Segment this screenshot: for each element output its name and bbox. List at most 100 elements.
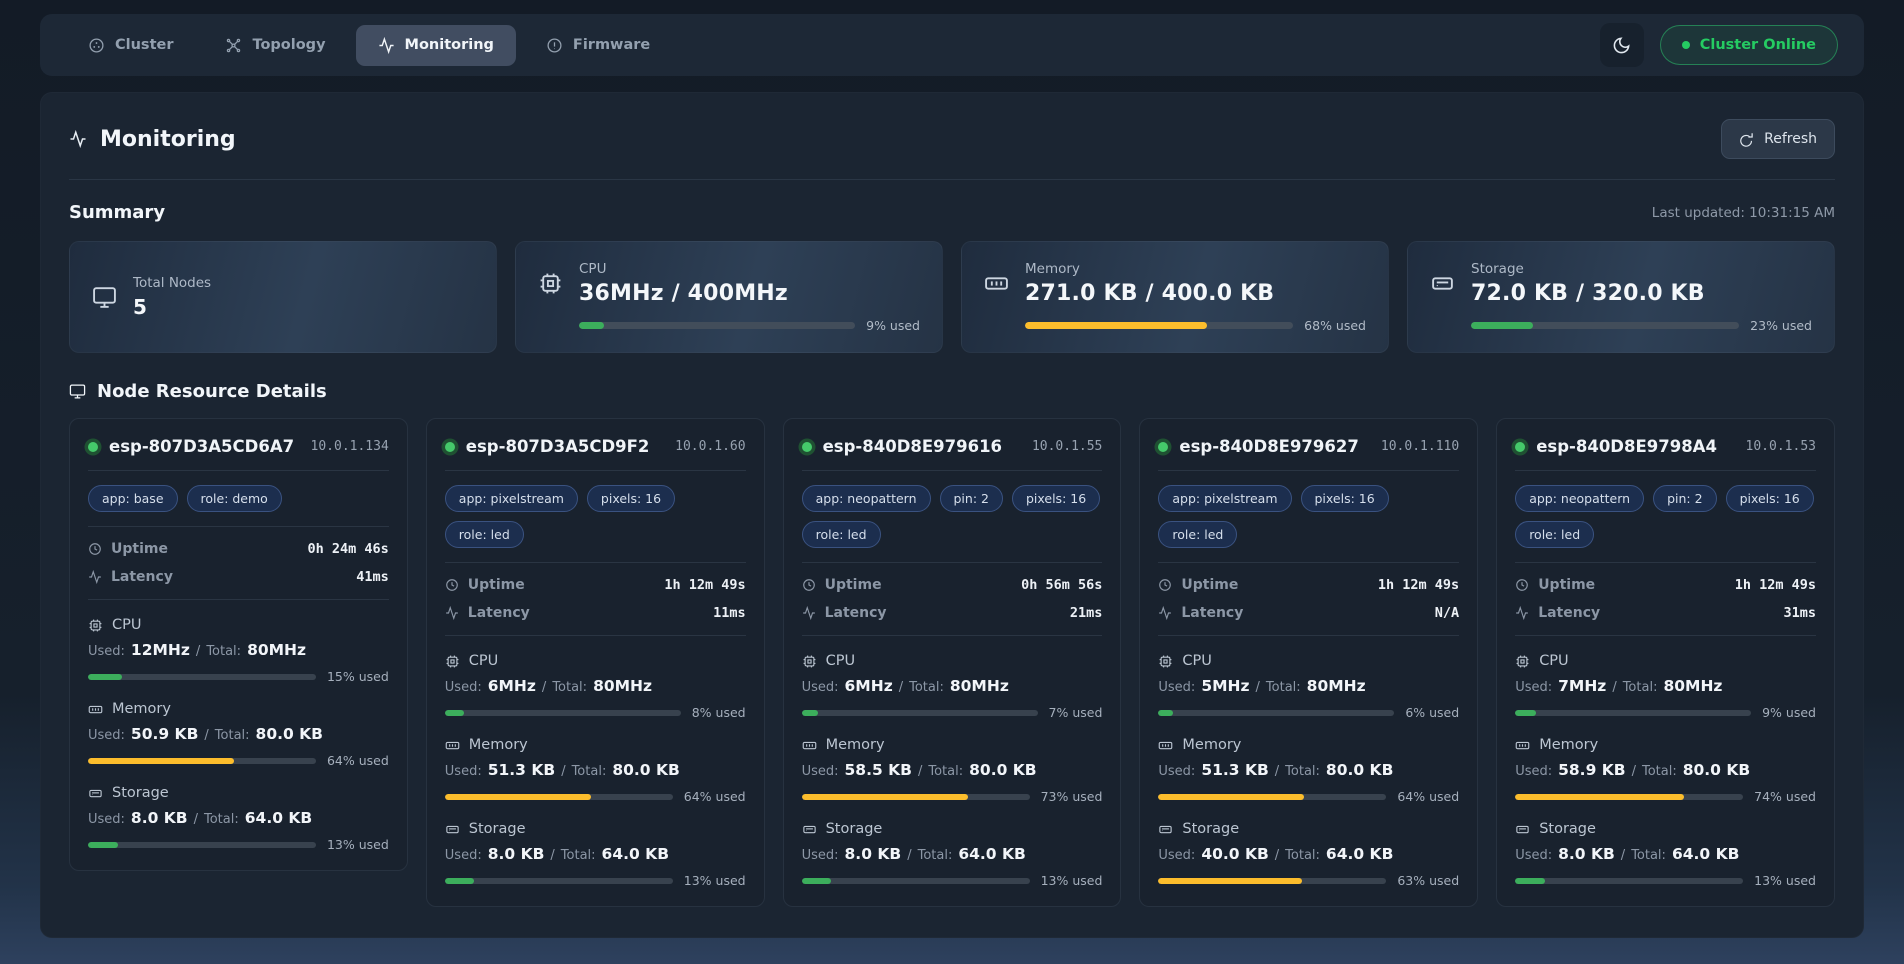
cpu-icon bbox=[1158, 654, 1173, 669]
activity-icon bbox=[802, 606, 816, 620]
used-label: Used: bbox=[802, 764, 839, 779]
cpu-icon bbox=[445, 654, 460, 669]
used-label: Used: bbox=[802, 680, 839, 695]
progress-fill bbox=[1158, 710, 1172, 716]
percent-used-label: 13% used bbox=[684, 873, 746, 888]
separator: / bbox=[196, 644, 200, 659]
progress-track bbox=[1025, 322, 1293, 329]
cluster-status-badge[interactable]: Cluster Online bbox=[1660, 25, 1838, 65]
nav-right: Cluster Online bbox=[1600, 23, 1838, 67]
node-tags: app: pixelstream pixels: 16 role: led bbox=[445, 485, 746, 548]
summary-cards: Total Nodes 5 CPU 36MHz / 400MHz 9% used bbox=[69, 241, 1835, 353]
tag-badge: pixels: 16 bbox=[1012, 485, 1100, 512]
tab-firmware[interactable]: Firmware bbox=[524, 25, 672, 66]
progress-track bbox=[88, 674, 316, 680]
clock-icon bbox=[88, 542, 102, 556]
tab-label: Topology bbox=[252, 37, 325, 53]
uptime-label: Uptime bbox=[468, 577, 525, 593]
percent-used-label: 7% used bbox=[1049, 705, 1103, 720]
total-value: 80.0 KB bbox=[1326, 761, 1393, 779]
summary-card-label: Total Nodes bbox=[133, 275, 211, 291]
summary-card-value: 271.0 KB / 400.0 KB bbox=[1025, 281, 1274, 306]
progress-fill bbox=[802, 710, 819, 716]
refresh-icon bbox=[1739, 132, 1754, 147]
resource-label: Storage bbox=[1539, 821, 1596, 837]
progress-fill bbox=[88, 842, 118, 848]
uptime-value: 1h 12m 49s bbox=[1735, 577, 1816, 593]
node-details-heading-text: Node Resource Details bbox=[97, 381, 327, 402]
activity-icon bbox=[445, 606, 459, 620]
memory-icon bbox=[445, 738, 460, 753]
summary-card-memory: Memory 271.0 KB / 400.0 KB 68% used bbox=[961, 241, 1389, 353]
percent-used-label: 6% used bbox=[1405, 705, 1459, 720]
separator: / bbox=[204, 728, 208, 743]
total-value: 80.0 KB bbox=[1683, 761, 1750, 779]
resource-label: Memory bbox=[469, 737, 528, 753]
latency-value: 21ms bbox=[1070, 605, 1103, 621]
node-name: esp-840D8E9798A4 bbox=[1536, 437, 1717, 456]
cpu-resource: CPU Used:12MHz/Total:80MHz 15% used bbox=[88, 617, 389, 684]
node-name: esp-807D3A5CD6A7 bbox=[109, 437, 294, 456]
node-ip: 10.0.1.134 bbox=[311, 439, 389, 454]
resource-label: CPU bbox=[1182, 653, 1211, 669]
total-value: 80MHz bbox=[1663, 677, 1722, 695]
theme-toggle-button[interactable] bbox=[1600, 23, 1644, 67]
tab-topology[interactable]: Topology bbox=[203, 25, 347, 66]
latency-label: Latency bbox=[468, 605, 530, 621]
used-value: 8.0 KB bbox=[845, 845, 902, 863]
page-title-text: Monitoring bbox=[100, 127, 236, 152]
used-value: 51.3 KB bbox=[488, 761, 555, 779]
uptime-label: Uptime bbox=[1538, 577, 1595, 593]
total-value: 80MHz bbox=[1307, 677, 1366, 695]
top-nav: Cluster Topology Monitoring Firmware Clu… bbox=[40, 14, 1864, 76]
storage-resource: Storage Used:40.0 KB/Total:64.0 KB 63% u… bbox=[1158, 821, 1459, 888]
memory-progress: 68% used bbox=[1025, 318, 1366, 333]
cluster-status-label: Cluster Online bbox=[1700, 37, 1816, 53]
total-value: 80.0 KB bbox=[256, 725, 323, 743]
refresh-button[interactable]: Refresh bbox=[1721, 119, 1835, 159]
total-value: 64.0 KB bbox=[245, 809, 312, 827]
node-card: esp-840D8E9798A4 10.0.1.53 app: neopatte… bbox=[1496, 418, 1835, 907]
latency-value: N/A bbox=[1435, 605, 1459, 621]
monitor-icon bbox=[69, 383, 86, 400]
tag-badge: pixels: 16 bbox=[587, 485, 675, 512]
total-label: Total: bbox=[1642, 764, 1677, 779]
uptime-row: Uptime 0h 24m 46s bbox=[88, 541, 389, 557]
clock-icon bbox=[802, 578, 816, 592]
summary-card-cpu: CPU 36MHz / 400MHz 9% used bbox=[515, 241, 943, 353]
node-ip: 10.0.1.53 bbox=[1746, 439, 1816, 454]
node-online-dot bbox=[88, 442, 98, 452]
monitor-icon bbox=[92, 285, 117, 310]
tab-label: Firmware bbox=[573, 37, 650, 53]
separator: / bbox=[542, 680, 546, 695]
percent-used-label: 63% used bbox=[1397, 873, 1459, 888]
percent-used-label: 64% used bbox=[684, 789, 746, 804]
used-value: 40.0 KB bbox=[1201, 845, 1268, 863]
resource-label: Memory bbox=[112, 701, 171, 717]
progress-track bbox=[1471, 322, 1739, 329]
memory-icon bbox=[802, 738, 817, 753]
activity-icon bbox=[69, 130, 87, 148]
progress-fill bbox=[1515, 878, 1545, 884]
progress-track bbox=[1515, 794, 1743, 800]
resource-label: CPU bbox=[469, 653, 498, 669]
memory-resource: Memory Used:58.9 KB/Total:80.0 KB 74% us… bbox=[1515, 737, 1816, 804]
uptime-value: 0h 24m 46s bbox=[308, 541, 389, 557]
percent-used-label: 13% used bbox=[327, 837, 389, 852]
cpu-progress: 9% used bbox=[579, 318, 920, 333]
tab-monitoring[interactable]: Monitoring bbox=[356, 25, 516, 66]
uptime-label: Uptime bbox=[111, 541, 168, 557]
percent-used-label: 73% used bbox=[1041, 789, 1103, 804]
total-value: 64.0 KB bbox=[958, 845, 1025, 863]
percent-used-label: 68% used bbox=[1304, 318, 1366, 333]
storage-icon bbox=[802, 822, 817, 837]
progress-track bbox=[1158, 710, 1394, 716]
tab-cluster[interactable]: Cluster bbox=[66, 25, 195, 66]
separator: / bbox=[1275, 848, 1279, 863]
node-card: esp-807D3A5CD9F2 10.0.1.60 app: pixelstr… bbox=[426, 418, 765, 907]
tab-label: Cluster bbox=[115, 37, 173, 53]
node-tags: app: neopattern pin: 2 pixels: 16 role: … bbox=[1515, 485, 1816, 548]
uptime-value: 1h 12m 49s bbox=[664, 577, 745, 593]
progress-fill bbox=[445, 878, 475, 884]
summary-card-value: 5 bbox=[133, 295, 211, 319]
